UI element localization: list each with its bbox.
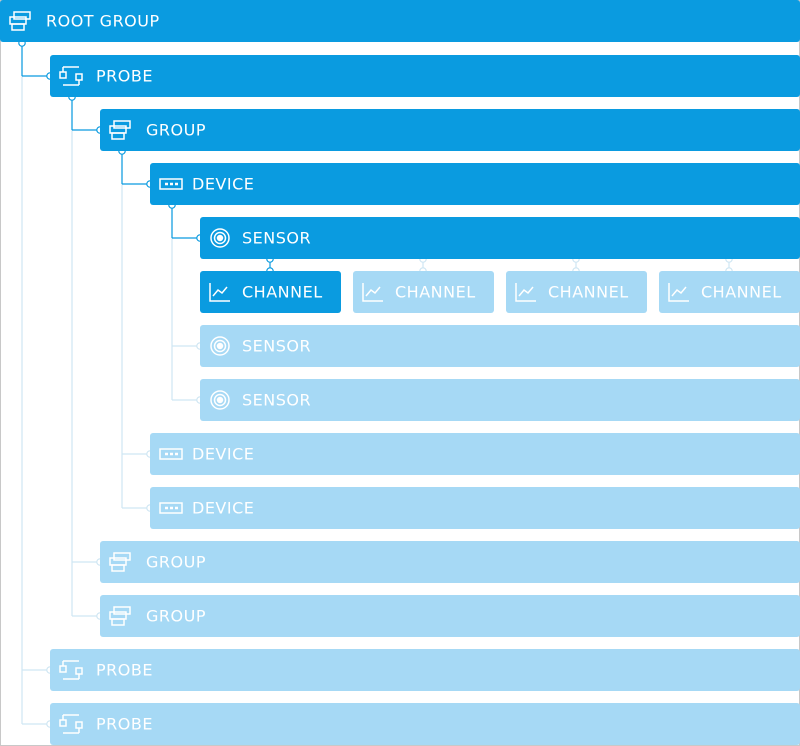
icon-part bbox=[362, 283, 383, 302]
icon-part bbox=[113, 552, 131, 561]
icon-part bbox=[213, 339, 227, 353]
icon-part bbox=[111, 618, 125, 626]
node-icon bbox=[159, 178, 183, 190]
node-icon bbox=[515, 283, 536, 302]
icon-part bbox=[216, 396, 224, 404]
icon-part bbox=[111, 132, 125, 140]
node-label: ROOT GROUP bbox=[46, 12, 160, 31]
icon-part bbox=[159, 448, 183, 460]
tree-node bbox=[150, 487, 800, 529]
node-icon bbox=[109, 120, 131, 140]
node-icon bbox=[109, 606, 131, 626]
tree-node bbox=[50, 55, 800, 97]
node-label: PROBE bbox=[96, 661, 153, 680]
node-icon bbox=[59, 714, 83, 734]
node-label: GROUP bbox=[146, 121, 206, 140]
icon-part bbox=[113, 120, 131, 129]
node-label: CHANNEL bbox=[395, 283, 476, 302]
icon-part bbox=[216, 342, 224, 350]
icon-part bbox=[210, 390, 230, 410]
tree-node bbox=[200, 217, 800, 259]
icon-part bbox=[159, 502, 183, 514]
node-icon bbox=[9, 11, 31, 31]
node-label: GROUP bbox=[146, 607, 206, 626]
icon-part bbox=[515, 283, 536, 302]
node-label: DEVICE bbox=[192, 175, 254, 194]
icon-part bbox=[111, 564, 125, 572]
node-label: DEVICE bbox=[192, 445, 254, 464]
node-label: PROBE bbox=[96, 715, 153, 734]
icon-part bbox=[59, 719, 67, 727]
tree-node bbox=[100, 109, 800, 151]
node-icon bbox=[210, 336, 230, 356]
icon-part bbox=[75, 721, 83, 729]
node-icon bbox=[159, 502, 183, 514]
tree-node bbox=[100, 595, 800, 637]
icon-part bbox=[209, 283, 230, 302]
icon-part bbox=[668, 283, 689, 302]
icon-part bbox=[213, 393, 227, 407]
node-label: DEVICE bbox=[192, 499, 254, 518]
icon-part bbox=[216, 234, 224, 242]
icon-part bbox=[62, 660, 80, 680]
node-label: CHANNEL bbox=[242, 283, 323, 302]
node-icon bbox=[109, 552, 131, 572]
tree-node bbox=[50, 703, 800, 745]
tree-node bbox=[200, 271, 341, 313]
node-icon bbox=[668, 283, 689, 302]
node-icon bbox=[210, 228, 230, 248]
icon-part bbox=[75, 73, 83, 81]
node-label: GROUP bbox=[146, 553, 206, 572]
node-label: CHANNEL bbox=[548, 283, 629, 302]
icon-part bbox=[62, 66, 80, 86]
icon-part bbox=[113, 606, 131, 615]
icon-part bbox=[59, 665, 67, 673]
node-icon bbox=[59, 66, 83, 86]
node-label: SENSOR bbox=[242, 337, 311, 356]
tree-node bbox=[353, 271, 494, 313]
tree-node bbox=[200, 325, 800, 367]
tree-node bbox=[659, 271, 800, 313]
node-icon bbox=[209, 283, 230, 302]
icon-part bbox=[62, 714, 80, 734]
icon-part bbox=[11, 23, 25, 31]
icon-part bbox=[13, 11, 31, 20]
icon-part bbox=[213, 231, 227, 245]
icon-part bbox=[59, 71, 67, 79]
icon-part bbox=[210, 228, 230, 248]
node-icon bbox=[362, 283, 383, 302]
tree-node bbox=[200, 379, 800, 421]
tree-node bbox=[0, 0, 800, 42]
node-icon bbox=[210, 390, 230, 410]
node-label: SENSOR bbox=[242, 391, 311, 410]
node-icon bbox=[159, 448, 183, 460]
node-icon bbox=[59, 660, 83, 680]
icon-part bbox=[75, 667, 83, 675]
tree-node bbox=[506, 271, 647, 313]
tree-node bbox=[50, 649, 800, 691]
tree-node bbox=[150, 163, 800, 205]
tree-node bbox=[150, 433, 800, 475]
node-label: PROBE bbox=[96, 67, 153, 86]
node-label: CHANNEL bbox=[701, 283, 782, 302]
icon-part bbox=[159, 178, 183, 190]
icon-part bbox=[210, 336, 230, 356]
tree-node bbox=[100, 541, 800, 583]
node-label: SENSOR bbox=[242, 229, 311, 248]
